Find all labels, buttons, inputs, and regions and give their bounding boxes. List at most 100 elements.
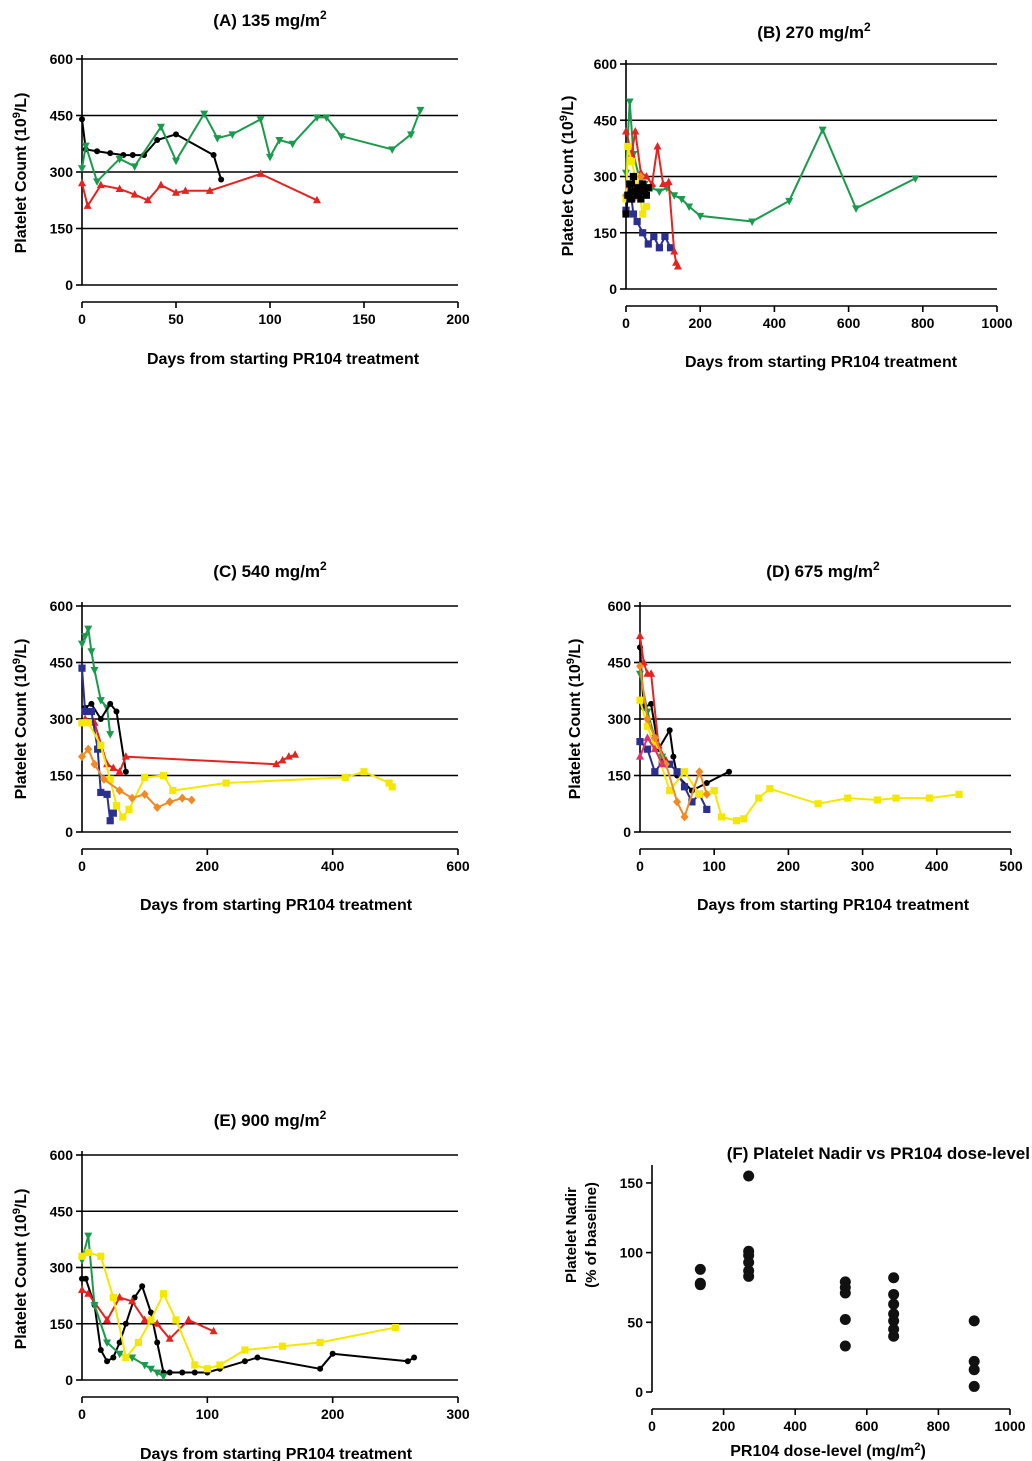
panel-d-x-tick-label: 400 xyxy=(925,858,949,874)
panel-e-series-yellow-point xyxy=(203,1365,211,1373)
panel-c-series-red-point xyxy=(272,759,281,768)
panel-f-x-tick-label: 400 xyxy=(784,1418,808,1434)
panel-e-series-black-point xyxy=(147,1309,154,1316)
panel-a-series-red-point xyxy=(181,186,190,194)
panel-a-series-green-point xyxy=(115,155,124,164)
panel-d-series-blue-line xyxy=(639,740,708,810)
panel-d-series-orange-point xyxy=(702,789,711,799)
panel-d-series-yellow-point xyxy=(925,794,933,802)
panel-b-series-green-point xyxy=(785,197,794,206)
panel-c-series-blue-point xyxy=(106,817,114,825)
panel-e-y-tick-label: 300 xyxy=(50,1260,74,1276)
panel-a-y-tick-label: 450 xyxy=(50,108,74,124)
panel-f-data-point xyxy=(888,1288,900,1300)
panel-c-series-orange-point xyxy=(187,795,196,805)
panel-c-series-red-point xyxy=(103,759,112,768)
panel-d: (D) 675 mg/m2 0 150 300 450 600 0 100 200 300 400… xyxy=(565,559,1023,914)
panel-c-series-orange-point xyxy=(140,789,149,799)
panel-f-y-tick-label: 50 xyxy=(627,1314,643,1330)
panel-f-data-point xyxy=(694,1263,706,1275)
panel-c-series-red-point xyxy=(115,767,124,775)
panel-b-series-green-point xyxy=(696,212,705,221)
panel-a-series-red-point xyxy=(156,180,165,189)
panel-b-series-black-point xyxy=(626,180,634,188)
panel-e-series-green-point xyxy=(115,1350,124,1359)
panel-c-series-yellow-point xyxy=(141,773,149,781)
panel-d-title: (D) 675 mg/m2 xyxy=(766,559,880,581)
panel-e-series-yellow-point xyxy=(122,1353,130,1362)
panel-a-series-red-point xyxy=(256,169,265,177)
panel-a-title-sup: 2 xyxy=(320,8,327,22)
panel-a-x-tick-label: 150 xyxy=(352,311,376,327)
panel-c-x-tick-label: 400 xyxy=(321,858,345,874)
panel-b-title-sup: 2 xyxy=(864,20,871,34)
panel-a-series-green-point xyxy=(81,142,90,151)
panel-e-series-green-point xyxy=(159,1373,168,1381)
panel-b-series-blue-point xyxy=(633,217,641,226)
panel-c-series-black-point xyxy=(107,700,114,707)
panel-e-series-black-point xyxy=(411,1354,418,1361)
panel-d-series-orange-point xyxy=(636,661,644,671)
panel-d-series-yellow-point xyxy=(844,794,852,802)
panel-b-y-tick-label: 0 xyxy=(609,281,617,297)
panel-e-series-yellow-point xyxy=(391,1323,399,1332)
panel-c-series-orange-point xyxy=(115,786,124,796)
panel-a-title: (A) 135 mg/m2 xyxy=(213,8,327,30)
panel-e-y-tick-label: 0 xyxy=(65,1372,73,1388)
panel-a-series-green-point xyxy=(78,165,86,173)
panel-c-series-yellow-point xyxy=(84,719,92,727)
panel-d-series-yellow-point xyxy=(636,696,644,704)
panel-c-series-yellow-point xyxy=(125,805,133,813)
panel-d-y-tick-label: 0 xyxy=(623,824,631,840)
panel-c-ylabel: Platelet Count (109/L) xyxy=(11,639,30,800)
panel-a-series-black-point xyxy=(107,150,114,157)
panel-b-series-yellow-point xyxy=(642,202,651,211)
panel-d-series-magenta-point xyxy=(658,759,667,768)
panel-d-x-tick-label: 500 xyxy=(999,858,1023,874)
panel-b-series-black-point xyxy=(631,187,639,196)
panel-a-series-green-point xyxy=(322,114,331,122)
panel-d-series-yellow-point xyxy=(955,790,963,798)
panel-d-series-blue-point xyxy=(643,745,652,753)
panel-d-series-orange-point xyxy=(643,714,652,724)
panel-c-series-orange-point xyxy=(165,797,174,807)
panel-d-series-yellow-point xyxy=(666,786,674,795)
panel-a-series-black-point xyxy=(94,148,101,155)
panel-b-series-green-point xyxy=(685,203,694,211)
panel-f-data-point xyxy=(968,1315,980,1327)
panel-f-data-point xyxy=(888,1315,900,1327)
panel-b-series-blue-point xyxy=(644,240,652,248)
panel-f-data-point xyxy=(694,1279,706,1291)
panel-b-series-black-point xyxy=(642,191,651,199)
panel-c-series-red-point xyxy=(284,752,293,760)
panel-e-series-red-point xyxy=(140,1315,149,1323)
panel-e-series-red-point xyxy=(153,1319,162,1327)
panel-e-series-yellow-point xyxy=(134,1338,142,1347)
panel-c-series-yellow-point xyxy=(78,719,86,727)
panel-e-series-black-point xyxy=(329,1350,336,1357)
panel-e-series-yellow-point xyxy=(191,1361,199,1369)
panel-b-series-red-point xyxy=(664,177,673,186)
panel-c-series-black-point xyxy=(122,768,129,775)
panel-a-series-black-point xyxy=(173,131,179,138)
panel-f-data-point xyxy=(888,1330,900,1342)
panel-f-x-tick-label: 600 xyxy=(855,1418,879,1434)
panel-b-series-red-point xyxy=(670,247,679,255)
panel-f-y-tick-label: 150 xyxy=(620,1175,644,1191)
panel-d-series-black-line xyxy=(639,647,730,792)
panel-c-series-orange-point xyxy=(78,752,86,762)
panel-e-series-black-point xyxy=(254,1354,261,1361)
panel-e-series-green-point xyxy=(140,1362,149,1370)
panel-c-x-tick-label: 0 xyxy=(78,858,86,874)
panel-c-y-tick-label: 450 xyxy=(50,655,74,671)
panel-c-series-yellow-line xyxy=(82,721,393,818)
panel-a-series-red-point xyxy=(130,190,139,198)
panel-d-series-yellow-point xyxy=(755,794,763,802)
panel-e-series-green-point xyxy=(90,1302,99,1310)
panel-c-series-red-line xyxy=(84,718,296,773)
panel-b-y-tick-label: 150 xyxy=(594,225,618,241)
panel-b-series-black-point xyxy=(624,191,632,199)
panel-f-title: (F) Platelet Nadir vs PR104 dose-level xyxy=(727,1144,1030,1163)
panel-e-series-black-point xyxy=(110,1354,117,1361)
panel-f-x-tick-label: 200 xyxy=(712,1418,736,1434)
